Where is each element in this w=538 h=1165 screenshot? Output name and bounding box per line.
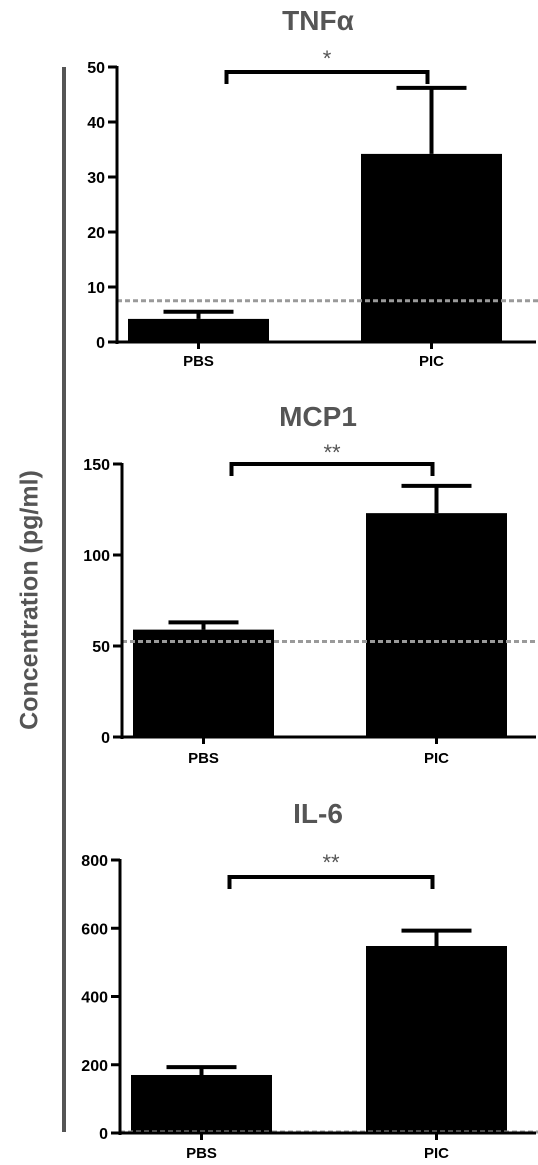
y-tick-label: 100 [83,548,110,565]
bar-pbs [133,629,274,737]
panel-title-3: IL-6 [293,798,343,829]
y-tick-label: 50 [92,639,110,656]
significance-bracket [224,70,430,84]
y-tick-label: 20 [87,225,105,242]
y-tick-label: 0 [101,730,110,747]
y-tick-label: 50 [87,60,105,77]
significance-marker: ** [322,850,340,875]
category-label-pic: PIC [419,353,444,370]
bar-pbs [128,318,269,342]
panel-title-1: TNFα [282,5,354,36]
y-tick-label: 0 [96,335,105,352]
significance-marker: ** [323,440,341,465]
bar-pic [366,513,507,737]
y-tick-label: 40 [87,115,105,132]
category-label-pbs: PBS [188,750,219,767]
y-tick-label: 150 [83,457,110,474]
shared-y-axis-line [62,67,66,1132]
y-tick-label: 30 [87,170,105,187]
category-label-pic: PIC [424,1145,449,1162]
bar-pic [361,153,502,342]
y-tick-label: 600 [81,921,108,938]
category-label-pbs: PBS [183,353,214,370]
y-tick-label: 800 [81,853,108,870]
category-label-pic: PIC [424,750,449,767]
significance-marker: * [323,46,332,71]
bar-pic [366,945,507,1133]
category-label-pbs: PBS [186,1145,217,1162]
y-tick-label: 400 [81,990,108,1007]
y-tick-label: 200 [81,1058,108,1075]
y-tick-label: 0 [99,1126,108,1143]
significance-bracket [229,462,435,476]
significance-bracket [227,875,435,889]
bar-pbs [131,1074,272,1133]
panel-title-2: MCP1 [279,401,357,432]
y-tick-label: 10 [87,280,105,297]
